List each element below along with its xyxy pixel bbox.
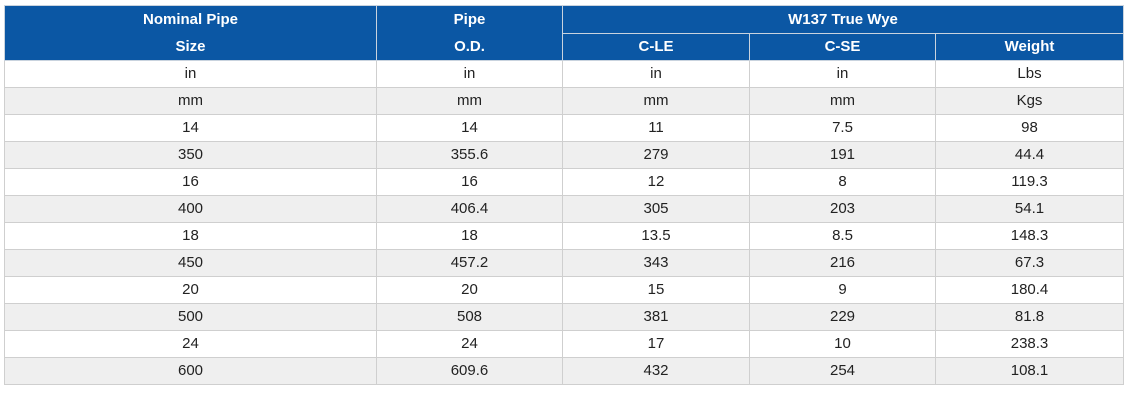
cell-c-le: 12 <box>562 168 750 196</box>
header-pipe-od-line1: Pipe <box>453 11 486 28</box>
header-pipe-od-line2: O.D. <box>454 38 485 55</box>
header-nominal-pipe-size: Nominal Pipe Size <box>4 5 377 61</box>
cell-weight: 98 <box>934 114 1125 142</box>
cell-nominal-size: 20 <box>4 276 377 304</box>
header-row-1: Nominal Pipe Size Pipe O.D. W137 True Wy… <box>4 5 1125 61</box>
cell-c-se: 229 <box>749 303 936 331</box>
cell-weight: 180.4 <box>934 276 1125 304</box>
header-weight: Weight <box>934 32 1125 61</box>
cell-c-se: 203 <box>749 195 936 223</box>
cell-c-le: 381 <box>562 303 750 331</box>
cell-c-le: 305 <box>562 195 750 223</box>
header-group-w137-true-wye: W137 True Wye <box>561 5 1125 34</box>
cell-pipe-od: 20 <box>376 276 563 304</box>
cell-pipe-od: 14 <box>376 114 563 142</box>
cell-weight: 67.3 <box>934 249 1125 277</box>
cell-weight: 44.4 <box>934 141 1125 169</box>
table-row: 350 355.6 279 191 44.4 <box>4 141 1125 169</box>
cell-c-le: 13.5 <box>562 222 750 250</box>
cell-nominal-size: mm <box>4 87 377 115</box>
table-row: mm mm mm mm Kgs <box>4 87 1125 115</box>
table-row: 600 609.6 432 254 108.1 <box>4 357 1125 385</box>
header-pipe-od: Pipe O.D. <box>376 5 563 61</box>
cell-pipe-od: 406.4 <box>376 195 563 223</box>
cell-weight: Kgs <box>934 87 1125 115</box>
table-row: 18 18 13.5 8.5 148.3 <box>4 222 1125 250</box>
spec-table-container: Nominal Pipe Size Pipe O.D. W137 True Wy… <box>4 5 1125 385</box>
cell-c-le: mm <box>562 87 750 115</box>
cell-pipe-od: 24 <box>376 330 563 358</box>
cell-pipe-od: 508 <box>376 303 563 331</box>
cell-nominal-size: 600 <box>4 357 377 385</box>
cell-weight: 148.3 <box>934 222 1125 250</box>
header-c-se: C-SE <box>749 32 936 61</box>
cell-c-le: 17 <box>562 330 750 358</box>
cell-nominal-size: 24 <box>4 330 377 358</box>
table-row: 450 457.2 343 216 67.3 <box>4 249 1125 277</box>
table-row: 14 14 11 7.5 98 <box>4 114 1125 142</box>
cell-nominal-size: 350 <box>4 141 377 169</box>
table-body: in in in in Lbs mm mm mm mm Kgs 14 14 11 7.5 98 350 355.… <box>4 60 1125 385</box>
cell-weight: 108.1 <box>934 357 1125 385</box>
cell-c-le: 432 <box>562 357 750 385</box>
cell-weight: 119.3 <box>934 168 1125 196</box>
table-row: 24 24 17 10 238.3 <box>4 330 1125 358</box>
table-header: Nominal Pipe Size Pipe O.D. W137 True Wy… <box>4 5 1125 61</box>
cell-c-se: 9 <box>749 276 936 304</box>
w137-true-wye-spec-table: Nominal Pipe Size Pipe O.D. W137 True Wy… <box>4 5 1125 385</box>
cell-c-se: 8 <box>749 168 936 196</box>
table-row: 16 16 12 8 119.3 <box>4 168 1125 196</box>
cell-nominal-size: 500 <box>4 303 377 331</box>
header-row-2: C-LE C-SE Weight <box>5 32 1125 61</box>
cell-pipe-od: in <box>376 60 563 88</box>
table-row: 500 508 381 229 81.8 <box>4 303 1125 331</box>
cell-weight: Lbs <box>934 60 1125 88</box>
cell-c-le: 279 <box>562 141 750 169</box>
header-nominal-pipe-line1: Nominal Pipe <box>142 11 239 28</box>
cell-c-le: 11 <box>562 114 750 142</box>
cell-nominal-size: 450 <box>4 249 377 277</box>
header-c-le: C-LE <box>562 32 750 61</box>
cell-c-se: 216 <box>749 249 936 277</box>
cell-pipe-od: 457.2 <box>376 249 563 277</box>
cell-c-se: 254 <box>749 357 936 385</box>
cell-nominal-size: in <box>4 60 377 88</box>
table-row: 400 406.4 305 203 54.1 <box>4 195 1125 223</box>
cell-weight: 54.1 <box>934 195 1125 223</box>
cell-c-le: 15 <box>562 276 750 304</box>
cell-c-se: 7.5 <box>749 114 936 142</box>
cell-pipe-od: mm <box>376 87 563 115</box>
cell-pipe-od: 355.6 <box>376 141 563 169</box>
cell-weight: 238.3 <box>934 330 1125 358</box>
cell-nominal-size: 18 <box>4 222 377 250</box>
cell-c-se: 8.5 <box>749 222 936 250</box>
table-row: 20 20 15 9 180.4 <box>4 276 1125 304</box>
cell-pipe-od: 18 <box>376 222 563 250</box>
cell-c-le: in <box>562 60 750 88</box>
cell-c-se: 10 <box>749 330 936 358</box>
cell-c-se: in <box>749 60 936 88</box>
cell-pipe-od: 16 <box>376 168 563 196</box>
cell-c-se: mm <box>749 87 936 115</box>
header-nominal-pipe-line2: Size <box>175 38 206 55</box>
cell-nominal-size: 16 <box>4 168 377 196</box>
cell-c-le: 343 <box>562 249 750 277</box>
cell-nominal-size: 14 <box>4 114 377 142</box>
cell-weight: 81.8 <box>934 303 1125 331</box>
cell-nominal-size: 400 <box>4 195 377 223</box>
cell-c-se: 191 <box>749 141 936 169</box>
table-row: in in in in Lbs <box>4 60 1125 88</box>
cell-pipe-od: 609.6 <box>376 357 563 385</box>
